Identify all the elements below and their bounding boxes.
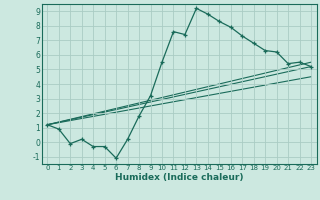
X-axis label: Humidex (Indice chaleur): Humidex (Indice chaleur)	[115, 173, 244, 182]
